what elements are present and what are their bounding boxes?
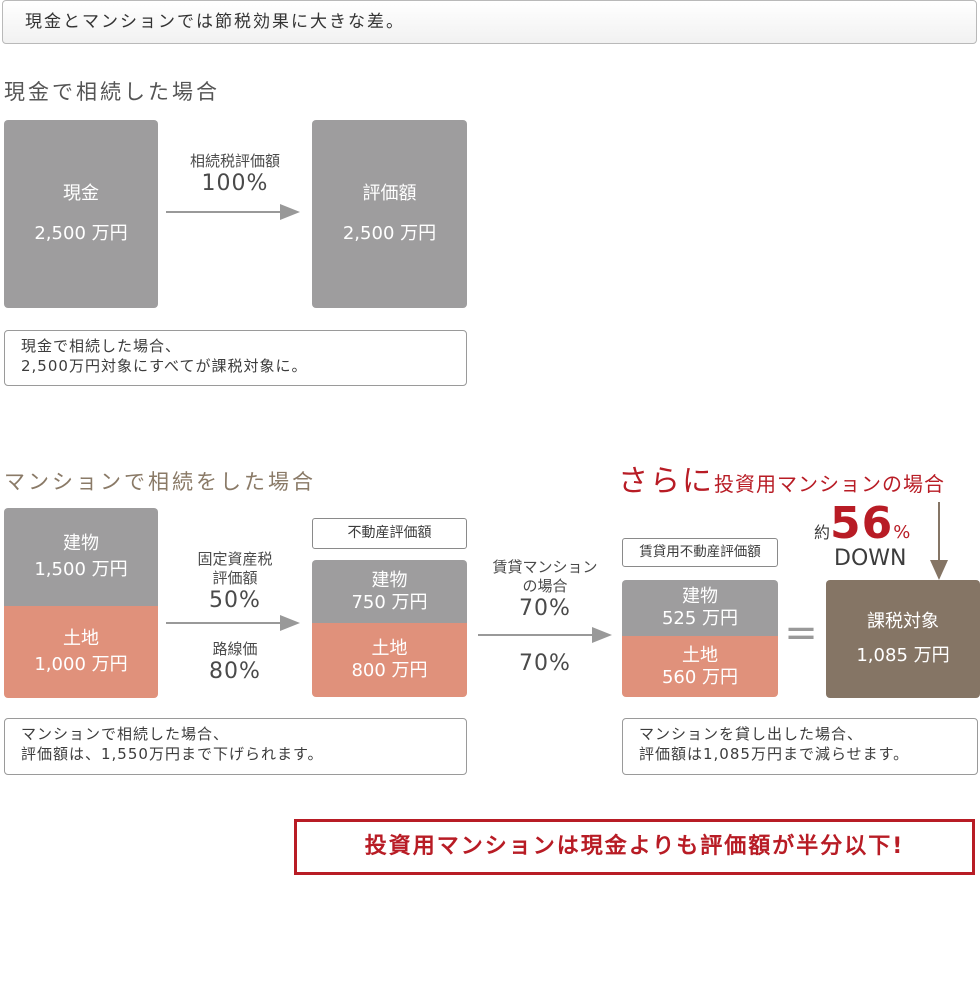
reduction-indicator: 約56% — [814, 498, 934, 549]
cash-box-value: 2,500 万円 — [34, 223, 128, 244]
cash-note-line1: 現金で相続した場合、 — [21, 337, 182, 355]
investment-note-line1: マンションを貸し出した場合、 — [639, 725, 864, 743]
cash-arrow-label: 相続税評価額 — [189, 152, 280, 170]
rental-building-value: 525 万円 — [661, 608, 739, 629]
mansion-arrow1-top-labels: 固定資産税 評価額 50% — [160, 550, 310, 614]
mansion-note: マンションで相続した場合、 評価額は、1,550万円まで下げられます。 — [4, 718, 467, 775]
mansion-land-box: 土地 1,000 万円 — [4, 606, 158, 698]
mansion-arrow1-percent2: 80% — [209, 659, 261, 684]
mansion-arrow2-percent1: 70% — [519, 596, 571, 621]
cash-arrow-icon — [166, 204, 300, 220]
investment-note: マンションを貸し出した場合、 評価額は1,085万円まで減らせます。 — [622, 718, 978, 775]
mansion-building-box: 建物 1,500 万円 — [4, 508, 158, 606]
mansion-note-line1: マンションで相続した場合、 — [21, 725, 230, 743]
mansion-arrow1-label3: 路線価 — [212, 640, 258, 658]
investment-title-main: 投資用マンションの場合 — [714, 472, 945, 496]
cash-arrow-percent: 100% — [201, 171, 269, 196]
cash-box-name: 現金 — [63, 183, 99, 204]
rental-land-name: 土地 — [682, 644, 718, 666]
reduction-unit: % — [893, 522, 911, 543]
cash-note: 現金で相続した場合、 2,500万円対象にすべてが課税対象に。 — [4, 330, 467, 386]
eval-land-name: 土地 — [371, 638, 408, 659]
mansion-value-stack: 建物 1,500 万円 土地 1,000 万円 — [4, 508, 158, 698]
cash-note-line2: 2,500万円対象にすべてが課税対象に。 — [21, 357, 308, 375]
eval-land-box: 土地 800 万円 — [312, 623, 467, 697]
reduction-number: 56 — [830, 498, 894, 549]
reduction-prefix: 約 — [814, 523, 831, 542]
mansion-building-name: 建物 — [63, 533, 99, 554]
rental-building-box: 建物 525 万円 — [622, 580, 778, 636]
mansion-evaluation-stack: 建物 750 万円 土地 800 万円 — [312, 560, 467, 697]
rental-land-value: 560 万円 — [661, 666, 739, 688]
mansion-arrow1-label1: 固定資産税 — [197, 550, 273, 568]
rental-evaluation-stack: 建物 525 万円 土地 560 万円 — [622, 580, 778, 697]
cash-section-title: 現金で相続した場合 — [4, 80, 220, 104]
mansion-arrow1-percent1: 50% — [209, 588, 261, 613]
cash-arrow-label-group: 相続税評価額 100% — [160, 152, 310, 197]
investment-title-prefix: さらに — [618, 464, 714, 499]
real-estate-evaluation-label: 不動産評価額 — [312, 518, 467, 549]
mansion-arrow2-percent2: 70% — [519, 651, 571, 676]
rental-building-name: 建物 — [682, 586, 718, 607]
headline-banner: 現金とマンションでは節税効果に大きな差。 — [2, 0, 977, 44]
cash-evaluation-box: 評価額 2,500 万円 — [312, 120, 467, 308]
eval-land-value: 800 万円 — [351, 660, 428, 681]
mansion-arrow2-bottom-labels: 70% — [470, 651, 620, 677]
mansion-arrow1-bottom-labels: 路線価 80% — [160, 640, 310, 685]
reduction-word: DOWN — [834, 546, 907, 571]
cash-evaluation-name: 評価額 — [362, 183, 417, 204]
taxable-name: 課税対象 — [867, 611, 939, 632]
equals-sign: = — [784, 610, 818, 656]
mansion-arrow2-icon — [478, 627, 612, 643]
eval-building-name: 建物 — [371, 569, 408, 591]
mansion-land-value: 1,000 万円 — [34, 654, 128, 675]
mansion-note-line2: 評価額は、1,550万円まで下げられます。 — [21, 745, 324, 763]
mansion-section-title: マンションで相続をした場合 — [4, 470, 316, 494]
rental-land-box: 土地 560 万円 — [622, 636, 778, 697]
mansion-arrow2-label2: の場合 — [522, 577, 568, 595]
rental-evaluation-label: 賃貸用不動産評価額 — [622, 538, 778, 567]
eval-building-box: 建物 750 万円 — [312, 560, 467, 623]
investment-section-title: さらに投資用マンションの場合 — [618, 456, 978, 500]
cash-box: 現金 2,500 万円 — [4, 120, 158, 308]
conclusion-banner: 投資用マンションは現金よりも評価額が半分以下! — [294, 819, 975, 875]
mansion-arrow2-label1: 賃貸マンション — [492, 558, 598, 576]
mansion-arrow1-icon — [166, 615, 300, 631]
taxable-box: 課税対象 1,085 万円 — [826, 580, 980, 698]
eval-building-value: 750 万円 — [351, 591, 428, 613]
investment-note-line2: 評価額は1,085万円まで減らせます。 — [639, 745, 910, 763]
taxable-value: 1,085 万円 — [856, 645, 950, 666]
mansion-arrow1-label2: 評価額 — [212, 569, 258, 587]
mansion-arrow2-top-labels: 賃貸マンション の場合 70% — [470, 558, 620, 622]
cash-evaluation-value: 2,500 万円 — [342, 223, 437, 244]
down-arrow-icon — [930, 502, 948, 580]
mansion-building-value: 1,500 万円 — [34, 559, 128, 580]
mansion-land-name: 土地 — [63, 628, 99, 649]
